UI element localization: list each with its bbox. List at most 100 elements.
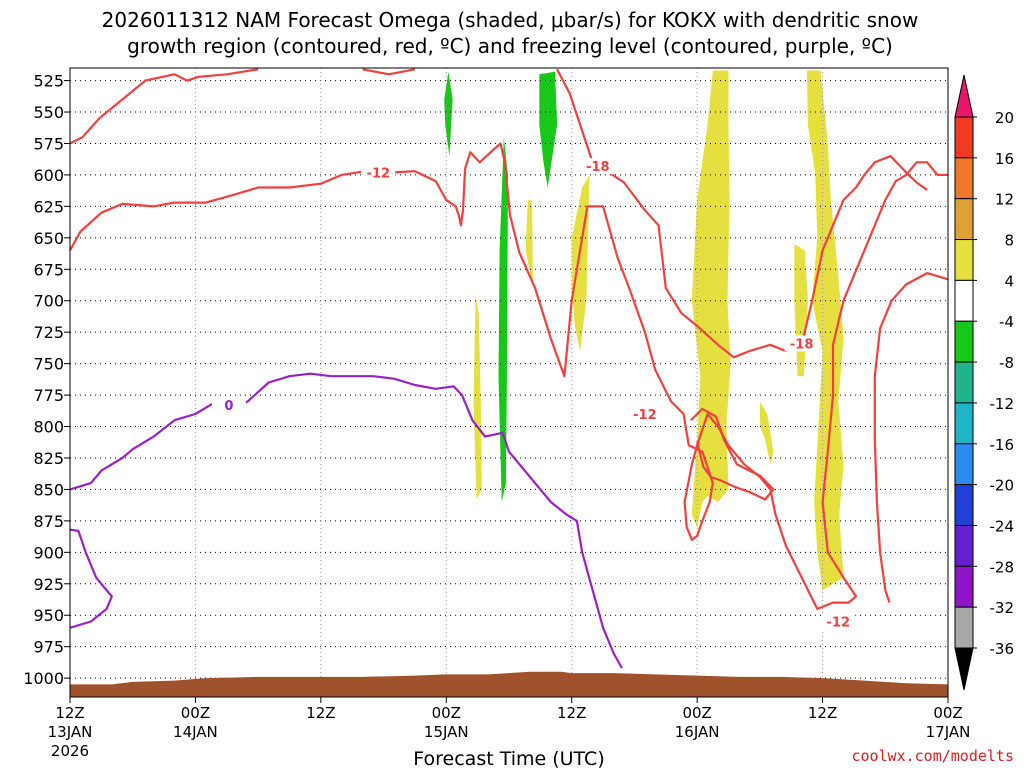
terrain-fill [70,671,948,697]
plot-frame [69,67,949,698]
x-tick-label-84-1: 17JAN [926,723,971,741]
omega-shade-5 [473,294,482,500]
y-tick-label-700: 700 [33,292,64,311]
contour-label-5: 0 [224,399,233,414]
contour-label-4: -12 [827,616,851,631]
y-tick-label-675: 675 [33,260,64,279]
x-tick-label-60-1: 16JAN [675,723,720,741]
y-tick-label-750: 750 [33,355,64,374]
colorbar-box-0 [954,116,974,159]
colorbar-label-0: 20 [995,109,1014,127]
x-tick-label-72-0: 12Z [808,704,837,722]
contour-label-2: -18 [790,338,814,353]
y-tick-label-600: 600 [33,166,64,185]
omega-shade-8 [806,70,844,591]
omega-shading-layer [444,70,844,591]
colorbar-box-2 [954,198,974,241]
x-tick-label-24-0: 12Z [306,704,335,722]
chart-title-line2: growth region (contoured, red, ºC) and f… [127,34,893,58]
omega-shade-7 [794,244,808,377]
colorbar-box-10 [954,524,974,567]
x-axis-label: Forecast Time (UTC) [413,748,604,768]
y-tick-label-850: 850 [33,480,64,499]
dgz-contour-1 [362,68,416,76]
contour-label-bg-5 [211,397,246,414]
omega-shade-2 [498,137,508,502]
y-tick-label-975: 975 [33,638,64,657]
y-tick-label-650: 650 [33,229,64,248]
y-tick-label-725: 725 [33,323,64,342]
y-tick-label-875: 875 [33,512,64,531]
y-axis-ticks: 525 550 575 600 625 650 675 700 725 750 775 800 825 8… [23,72,70,688]
colorbar-box-1 [954,157,974,200]
x-tick-label-36-0: 00Z [432,704,461,722]
freezing-contour-1 [69,528,113,629]
x-tick-label-36-1: 15JAN [424,723,469,741]
colorbar-label-13: -36 [990,640,1015,658]
omega-shade-9 [759,401,774,465]
colorbar-top-triangle [954,74,974,118]
y-tick-label-925: 925 [33,575,64,594]
colorbar: 20 16 12 8 4 -4 -8 -12 -16 -20 -24 -28 -32 -36 [954,74,1015,691]
y-tick-label-575: 575 [33,134,64,153]
colorbar-label-2: 12 [995,191,1014,209]
colorbar-bottom-triangle [954,647,974,691]
colorbar-label-4: 4 [1004,272,1014,290]
y-tick-label-550: 550 [33,103,64,122]
grid-lines [70,68,948,697]
contour-label-bg-0 [361,164,396,181]
x-tick-label-0-0: 12Z [55,704,84,722]
contour-label-bg-2 [784,335,819,352]
y-tick-label-775: 775 [33,386,64,405]
contour-label-bg-1 [580,158,615,175]
colorbar-box-9 [954,484,974,526]
colorbar-box-12 [954,606,974,649]
x-tick-label-0-1: 13JAN [48,723,93,741]
colorbar-label-9: -20 [990,477,1015,495]
colorbar-box-11 [954,565,974,608]
omega-shade-3 [539,71,558,188]
colorbar-label-10: -24 [990,517,1015,535]
colorbar-box-7 [954,402,974,445]
contour-label-1: -18 [586,160,610,175]
x-tick-label-12-1: 14JAN [173,723,218,741]
colorbar-label-5: -4 [999,313,1014,331]
colorbar-label-12: -32 [990,599,1015,617]
colorbar-label-3: 8 [1004,232,1014,250]
colorbar-box-8 [954,443,974,486]
omega-shade-6 [691,70,731,528]
y-tick-label-900: 900 [33,543,64,562]
colorbar-label-8: -16 [990,436,1015,454]
contour-label-3: -12 [633,408,657,423]
x-tick-label-60-0: 00Z [682,704,711,722]
colorbar-label-11: -28 [990,558,1015,576]
colorbar-box-3 [954,239,974,281]
x-tick-label-48-0: 12Z [557,704,586,722]
contour-label-bg-3 [627,405,662,422]
dgz-contour-0 [69,68,259,145]
omega-shade-0 [525,200,533,289]
colorbar-label-7: -12 [990,395,1015,413]
x-tick-label-0-2: 2026 [51,742,89,760]
dgz-contour-3 [556,68,928,359]
y-tick-label-950: 950 [33,606,64,625]
dgz-contour-2 [69,142,948,611]
colorbar-label-1: 16 [995,150,1014,168]
colorbar-label-6: -8 [999,354,1014,372]
contour-lines: -12 -18 -18 -12 -12 0 [69,68,949,669]
credit-text: coolwx.com/modelts [851,747,1014,765]
x-tick-label-12-0: 00Z [181,704,210,722]
y-tick-label-800: 800 [33,418,64,437]
y-tick-label-1000: 1000 [23,669,64,688]
contour-label-0: -12 [367,166,391,181]
y-tick-label-525: 525 [33,72,64,91]
chart-title-line1: 2026011312 NAM Forecast Omega (shaded, μ… [102,8,919,32]
y-tick-label-825: 825 [33,449,64,468]
dgz-contour-5 [873,272,949,603]
dgz-contour-4 [690,407,775,501]
contour-label-bg-4 [821,613,856,630]
x-tick-label-84-0: 00Z [933,704,962,722]
colorbar-box-5 [954,320,974,363]
